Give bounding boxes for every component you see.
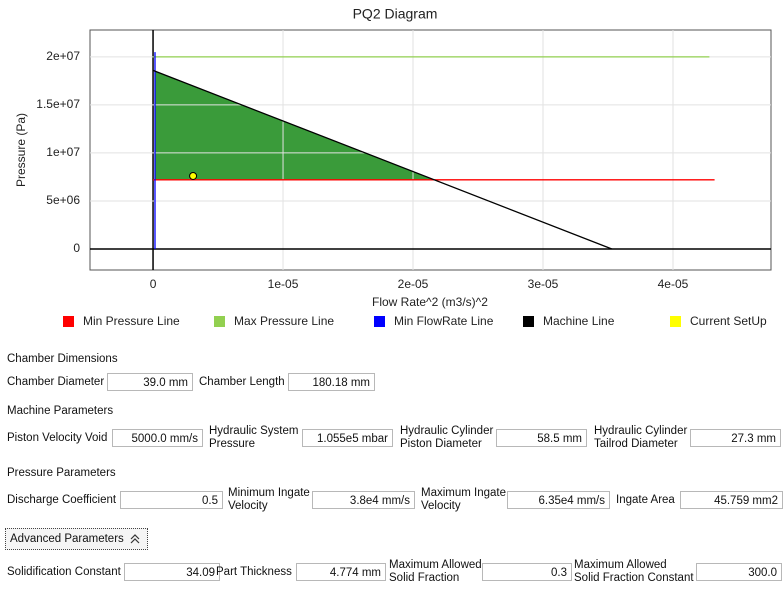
legend-label: Machine Line [543, 314, 615, 328]
legend-label: Max Pressure Line [234, 314, 334, 328]
x-tick-label: 4e-05 [658, 277, 689, 291]
field-label: Piston Diameter [400, 438, 482, 450]
field-input[interactable]: 0.3 [482, 563, 572, 581]
field-input[interactable]: 39.0 mm [107, 373, 193, 391]
field-label: Part Thickness [216, 565, 292, 578]
y-tick-label: 1.5e+07 [36, 97, 80, 111]
field-label: Minimum Ingate [228, 487, 310, 499]
y-tick-label: 0 [73, 241, 80, 255]
x-tick-label: 0 [150, 277, 157, 291]
chevron-icon [130, 534, 140, 544]
section-title: Pressure Parameters [7, 467, 116, 479]
field-label: Hydraulic Cylinder [594, 425, 688, 437]
x-tick-label: 1e-05 [268, 277, 299, 291]
field-label: Piston Velocity Void [7, 431, 108, 444]
series-line [152, 69, 613, 250]
legend-swatch [523, 316, 534, 327]
section-title: Machine Parameters [7, 405, 114, 417]
field-label: Hydraulic Cylinder [400, 425, 494, 437]
field-label: Maximum Ingate [421, 487, 507, 499]
field-label: Ingate Area [616, 493, 675, 506]
x-tick-label: 3e-05 [528, 277, 559, 291]
field-input[interactable]: 180.18 mm [288, 373, 375, 391]
field-label: Solid Fraction Constant [574, 572, 694, 584]
section-title: Chamber Dimensions [7, 353, 118, 365]
legend-label: Current SetUp [690, 314, 767, 328]
field-label: Tailrod Diameter [594, 438, 678, 450]
y-tick-label: 5e+06 [46, 193, 80, 207]
legend-label: Min FlowRate Line [394, 314, 494, 328]
legend-swatch [374, 316, 385, 327]
field-label: Maximum Allowed [389, 559, 482, 571]
chart-title: PQ2 Diagram [353, 6, 438, 22]
legend-swatch [214, 316, 225, 327]
y-tick-label: 2e+07 [46, 49, 80, 63]
y-tick-label: 1e+07 [46, 145, 80, 159]
field-input[interactable]: 300.0 [696, 563, 782, 581]
field-label: Solid Fraction [389, 572, 460, 584]
field-label: Solidification Constant [7, 565, 121, 578]
field-label: Pressure [209, 438, 256, 450]
field-label: Chamber Diameter [7, 375, 105, 388]
x-axis-label: Flow Rate^2 (m3/s)^2 [372, 295, 488, 309]
current-setup-point [189, 171, 198, 180]
legend-swatch [670, 316, 681, 327]
field-input[interactable]: 6.35e4 mm/s [507, 491, 610, 509]
field-label: Discharge Coefficient [7, 493, 117, 506]
x-tick-label: 2e-05 [398, 277, 429, 291]
field-input[interactable]: 34.09 [124, 563, 220, 581]
field-input[interactable]: 4.774 mm [296, 563, 386, 581]
y-axis-label: Pressure (Pa) [14, 113, 28, 187]
field-input[interactable]: 27.3 mm [690, 429, 781, 447]
legend-label: Min Pressure Line [83, 314, 180, 328]
field-input[interactable]: 0.5 [120, 491, 223, 509]
field-label: Hydraulic System [209, 425, 299, 437]
field-input[interactable]: 58.5 mm [496, 429, 587, 447]
legend-swatch [63, 316, 74, 327]
field-label: Chamber Length [199, 375, 285, 388]
button-label: Advanced Parameters [10, 533, 124, 545]
field-input[interactable]: 1.055e5 mbar [302, 429, 393, 447]
field-input[interactable]: 5000.0 mm/s [112, 429, 203, 447]
field-label: Maximum Allowed [574, 559, 667, 571]
field-label: Velocity [421, 500, 461, 512]
advanced-toggle[interactable]: Advanced Parameters [5, 528, 148, 550]
field-label: Velocity [228, 500, 268, 512]
field-input[interactable]: 45.759 mm2 [680, 491, 783, 509]
chart: PQ2 Diagram Flow Rate^2 (m3/s)^2 Pressur… [14, 6, 772, 328]
field-input[interactable]: 3.8e4 mm/s [312, 491, 415, 509]
